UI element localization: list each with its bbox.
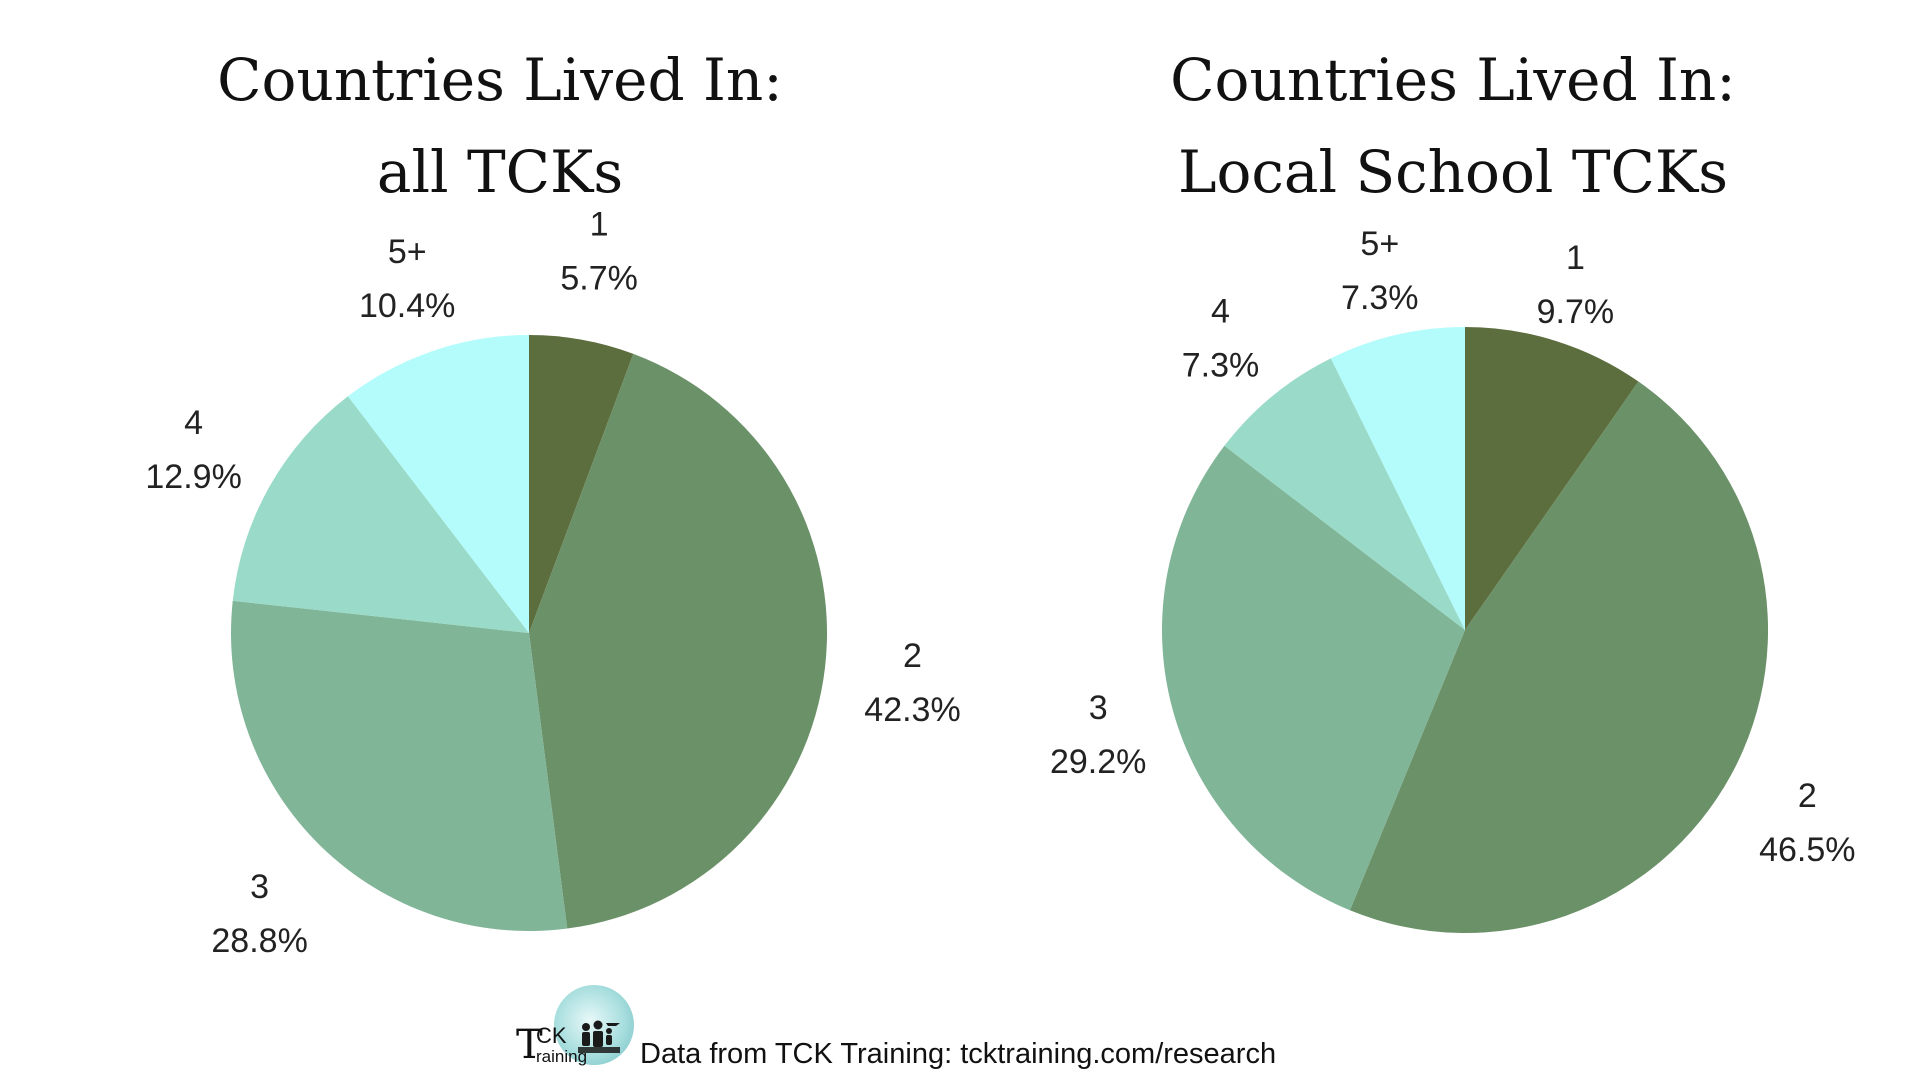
pie-slice-5-plus [1330, 327, 1465, 630]
pie-slice-1 [529, 335, 634, 633]
slice-value-label: 42.3% [864, 691, 960, 729]
chart-title-line-1: Countries Lived In: [1170, 46, 1736, 114]
chart-title-all-tcks: Countries Lived In: all TCKs [90, 34, 910, 218]
slice-value-label: 7.3% [1182, 347, 1260, 385]
pie-slice-1 [1465, 327, 1639, 630]
slice-value-label: 12.9% [145, 458, 241, 496]
slice-category-label: 3 [250, 868, 269, 906]
chart-title-line-2: Local School TCKs [1177, 138, 1729, 206]
slice-category-label: 1 [590, 205, 609, 243]
slice-value-label: 28.8% [211, 922, 307, 960]
slice-category-label: 1 [1566, 239, 1585, 277]
chart-title-line-2: all TCKs [376, 138, 624, 206]
footer: T CK raining Data from TCK Training: tck… [514, 985, 1276, 1075]
pie-slice-5-plus [347, 335, 529, 633]
chart-title-line-1: Countries Lived In: [217, 46, 783, 114]
slice-value-label: 29.2% [1050, 743, 1146, 781]
slice-category-label: 4 [184, 404, 203, 442]
chart-title-local-school-tcks: Countries Lived In: Local School TCKs [1043, 34, 1863, 218]
pie-slice-4 [1224, 358, 1465, 630]
pie-slice-3 [231, 600, 568, 932]
slice-value-label: 7.3% [1341, 279, 1419, 317]
slice-category-label: 2 [903, 637, 922, 675]
pie-slice-4 [232, 396, 529, 633]
pie-slice-2 [1349, 381, 1769, 934]
slice-value-label: 46.5% [1759, 831, 1855, 869]
slice-category-label: 3 [1089, 689, 1108, 727]
slice-value-label: 10.4% [359, 287, 455, 325]
slice-category-label: 4 [1211, 293, 1230, 331]
logo-letter-t: T [516, 1022, 543, 1068]
pie-slice-3 [1162, 445, 1465, 911]
slice-category-label: 5+ [1360, 225, 1399, 263]
family-figures-icon [578, 1020, 620, 1053]
slice-value-label: 9.7% [1537, 293, 1615, 331]
pie-slice-2 [529, 353, 828, 929]
slice-category-label: 5+ [388, 233, 427, 271]
logo-text-training: raining [536, 1047, 588, 1066]
slice-category-label: 2 [1798, 777, 1817, 815]
source-credit: Data from TCK Training: tcktraining.com/… [640, 1038, 1277, 1070]
tck-training-logo: T CK raining [514, 985, 634, 1075]
logo-text-ck: CK [536, 1023, 567, 1048]
slice-value-label: 5.7% [560, 259, 638, 297]
